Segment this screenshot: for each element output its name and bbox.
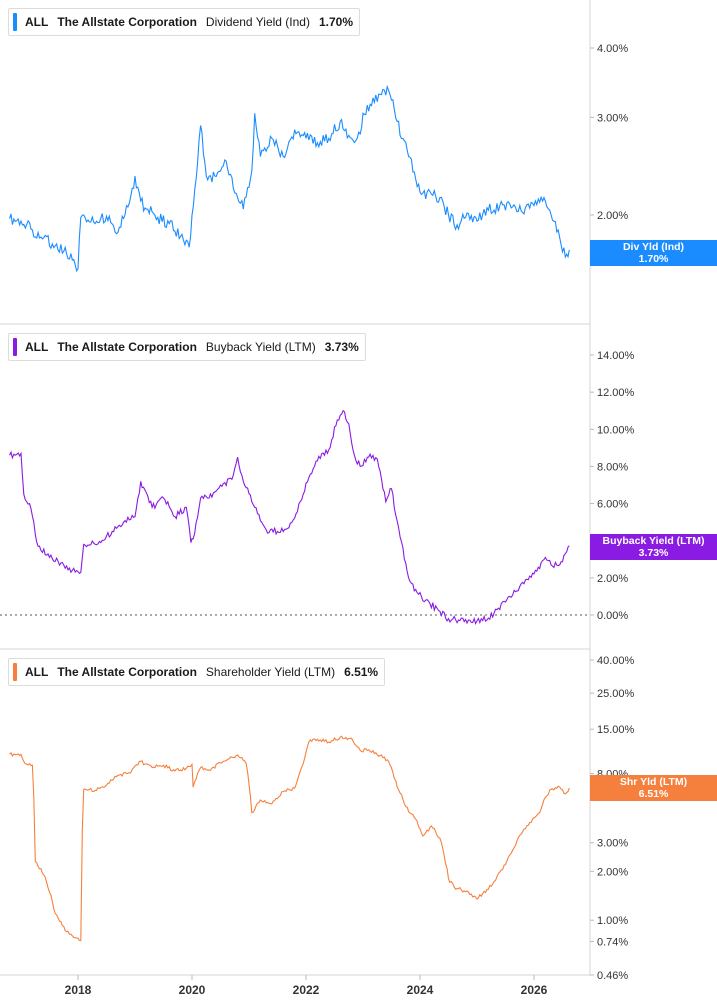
legend-metric: Shareholder Yield (LTM) xyxy=(205,665,336,679)
x-tick-label: 2026 xyxy=(521,983,548,997)
y-tick-label: 2.00% xyxy=(597,210,628,222)
y-tick-label: 4.00% xyxy=(597,43,628,55)
legend-company: The Allstate Corporation xyxy=(57,340,197,354)
flag-label: Shr Yld (LTM) xyxy=(619,776,688,788)
y-tick-label: 3.00% xyxy=(597,838,628,850)
x-tick-label: 2022 xyxy=(293,983,320,997)
legend-ticker: ALL xyxy=(25,665,49,679)
y-tick-label: 10.00% xyxy=(597,424,635,436)
flag-shareholder-yield: Shr Yld (LTM) 6.51% xyxy=(590,775,717,801)
legend-swatch xyxy=(13,13,17,31)
y-tick-label: 12.00% xyxy=(597,387,635,399)
series-line-3 xyxy=(9,735,570,942)
flag-dividend-yield: Div Yld (Ind) 1.70% xyxy=(590,240,717,266)
x-tick-label: 2024 xyxy=(407,983,434,997)
legend-dividend-yield: ALL The Allstate Corporation Dividend Yi… xyxy=(8,8,360,36)
legend-ticker: ALL xyxy=(25,15,49,29)
y-tick-label: 0.46% xyxy=(597,970,628,982)
y-tick-label: 1.00% xyxy=(597,915,628,927)
x-tick-label: 2020 xyxy=(179,983,206,997)
x-tick-label: 2018 xyxy=(65,983,92,997)
legend-value: 6.51% xyxy=(344,665,379,679)
legend-value: 3.73% xyxy=(324,340,359,354)
flag-buyback-yield: Buyback Yield (LTM) 3.73% xyxy=(590,534,717,560)
flag-value: 1.70% xyxy=(638,253,669,265)
legend-value: 1.70% xyxy=(318,15,353,29)
y-tick-label: 40.00% xyxy=(597,655,635,667)
legend-shareholder-yield: ALL The Allstate Corporation Shareholder… xyxy=(8,658,386,686)
legend-company: The Allstate Corporation xyxy=(57,15,197,29)
legend-metric: Dividend Yield (Ind) xyxy=(205,15,310,29)
y-tick-label: 2.00% xyxy=(597,866,628,878)
tick-layer: 4.00% 3.00% 2.00% 14.00% 12.00% 10.00% 8.00% 6.… xyxy=(65,43,635,997)
flag-label: Buyback Yield (LTM) xyxy=(602,535,705,547)
y-tick-label: 2.00% xyxy=(597,573,628,585)
legend-buyback-yield: ALL The Allstate Corporation Buyback Yie… xyxy=(8,333,366,361)
y-tick-label: 15.00% xyxy=(597,724,635,736)
legend-swatch xyxy=(13,663,17,681)
flag-value: 3.73% xyxy=(638,547,669,559)
legend-metric: Buyback Yield (LTM) xyxy=(205,340,316,354)
series-line-2 xyxy=(9,409,570,625)
y-tick-label: 8.00% xyxy=(597,461,628,473)
legend-company: The Allstate Corporation xyxy=(57,665,197,679)
legend-ticker: ALL xyxy=(25,340,49,354)
y-tick-label: 25.00% xyxy=(597,688,635,700)
y-tick-label: 6.00% xyxy=(597,499,628,511)
y-tick-label: 3.00% xyxy=(597,112,628,124)
flag-label: Div Yld (Ind) xyxy=(622,241,685,253)
flag-value: 6.51% xyxy=(638,788,669,800)
y-tick-label: 14.00% xyxy=(597,350,635,362)
y-tick-label: 0.00% xyxy=(597,610,628,622)
legend-swatch xyxy=(13,338,17,356)
y-tick-label: 0.74% xyxy=(597,936,628,948)
series-layer xyxy=(9,84,570,942)
series-line-1 xyxy=(9,84,570,273)
